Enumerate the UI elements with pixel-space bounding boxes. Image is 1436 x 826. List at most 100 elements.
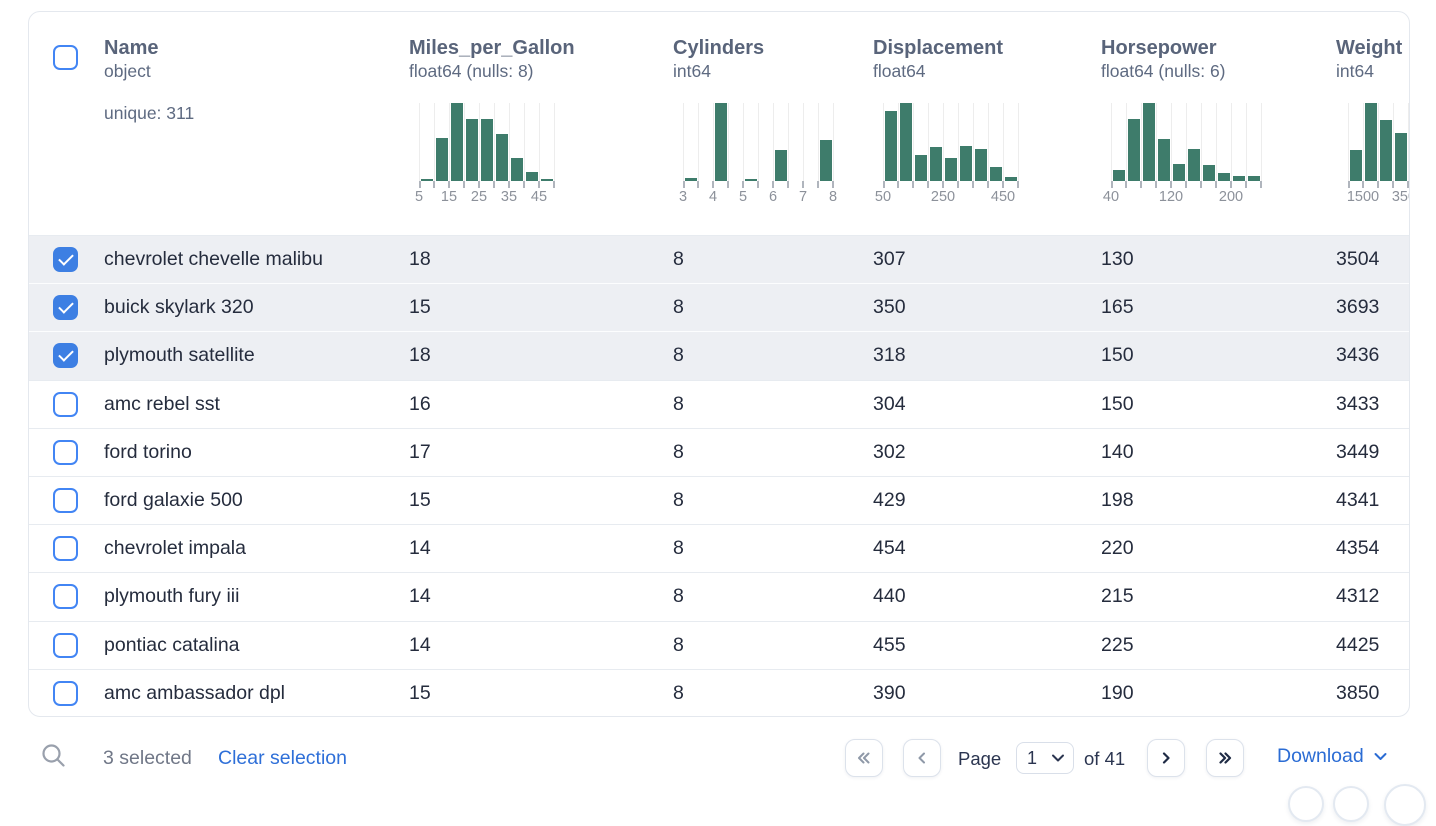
histogram-axis (683, 181, 834, 189)
table-row[interactable]: pontiac catalina 14 8 455 225 4425 (29, 620, 1409, 669)
row-checkbox[interactable] (53, 488, 78, 514)
axis-tick-label: 50 (874, 189, 892, 205)
axis-tick-mark (419, 181, 421, 188)
axis-tick-label: 200 (1218, 189, 1244, 205)
download-link[interactable]: Download (1277, 745, 1388, 768)
axis-tick-mark (553, 181, 555, 188)
histogram-bar (436, 138, 448, 181)
histogram-bar (1188, 149, 1200, 181)
histogram-bar (1380, 120, 1392, 181)
row-checkbox[interactable] (53, 295, 78, 321)
row-checkbox-cell (29, 284, 104, 331)
axis-tick-mark (883, 181, 885, 188)
fab-button[interactable] (1384, 784, 1426, 826)
column-type: float64 (nulls: 6) (1101, 61, 1226, 81)
row-checkbox[interactable] (53, 680, 78, 706)
table-row[interactable]: amc ambassador dpl 15 8 390 190 3850 (29, 668, 1409, 716)
row-checkbox[interactable] (53, 584, 78, 610)
cell-wt: 3433 (1336, 392, 1380, 415)
axis-tick-label: 1500 (1346, 189, 1380, 205)
prev-page-button[interactable] (903, 739, 941, 777)
axis-tick-mark (1377, 181, 1379, 188)
clear-selection-link[interactable]: Clear selection (218, 747, 347, 769)
cell-hp: 190 (1101, 681, 1134, 704)
column-title: Name (104, 37, 159, 59)
histogram-bar (1128, 118, 1140, 181)
row-checkbox[interactable] (53, 536, 78, 562)
next-page-button[interactable] (1147, 739, 1185, 777)
axis-tick-label: 15 (440, 189, 458, 205)
fab-button[interactable] (1333, 786, 1369, 822)
cell-cyl: 8 (673, 681, 684, 704)
row-checkbox[interactable] (53, 439, 78, 465)
column-type: int64 (673, 61, 711, 81)
axis-tick-mark (817, 181, 819, 188)
table-row[interactable]: plymouth satellite 18 8 318 150 3436 (29, 331, 1409, 380)
cell-cyl: 8 (673, 440, 684, 463)
cell-cyl: 8 (673, 392, 684, 415)
chevron-down-icon (1374, 753, 1387, 760)
cell-hp: 130 (1101, 248, 1134, 271)
column-title: Cylinders (673, 37, 765, 59)
column-title: Miles_per_Gallon (409, 37, 575, 59)
cell-hp: 215 (1101, 585, 1134, 608)
histogram-slot (958, 103, 973, 181)
histogram-bar (511, 157, 523, 181)
axis-tick-mark (523, 181, 525, 188)
column-histogram: 1500 3500 (1346, 103, 1409, 205)
histogram-slot (1111, 103, 1126, 181)
histogram-bar (820, 140, 832, 181)
histogram-slot (913, 103, 928, 181)
row-checkbox-cell (29, 236, 104, 283)
first-page-button[interactable] (845, 739, 883, 777)
last-page-button[interactable] (1206, 739, 1244, 777)
histogram-slot (988, 103, 1003, 181)
axis-tick-mark (1230, 181, 1232, 188)
row-checkbox[interactable] (53, 343, 78, 369)
histogram-slot (509, 103, 524, 181)
axis-tick-mark (1200, 181, 1202, 188)
axis-tick-label: 35 (500, 189, 518, 205)
cell-wt: 4341 (1336, 489, 1380, 512)
axis-tick-mark (1155, 181, 1157, 188)
row-checkbox[interactable] (53, 247, 78, 273)
histogram-slot (419, 103, 434, 181)
histogram-bars (419, 103, 555, 181)
search-icon[interactable] (40, 742, 68, 770)
selected-count: 3 selected (103, 747, 192, 769)
row-checkbox[interactable] (53, 632, 78, 658)
cell-disp: 390 (873, 681, 906, 704)
table-row[interactable]: chevrolet impala 14 8 454 220 4354 (29, 524, 1409, 572)
cell-name: buick skylark 320 (104, 296, 254, 319)
cell-cyl: 8 (673, 344, 684, 367)
table-row[interactable]: plymouth fury iii 14 8 440 215 4312 (29, 572, 1409, 620)
table-header: Name object unique: 311 Miles_per_Gallon flo… (29, 12, 1409, 235)
histogram-slot (1141, 103, 1156, 181)
table-row[interactable]: amc rebel sst 16 8 304 150 3433 (29, 379, 1409, 428)
column-header-disp: Displacement float64 50 250 450 (873, 12, 1101, 235)
download-label: Download (1277, 745, 1364, 767)
column-title: Displacement (873, 37, 1004, 59)
column-type: int64 (1336, 61, 1374, 81)
row-checkbox[interactable] (53, 391, 78, 417)
histogram-slot (1201, 103, 1216, 181)
axis-tick-mark (787, 181, 789, 188)
axis-tick-mark (1170, 181, 1172, 188)
page-total: of 41 (1084, 748, 1126, 769)
table-row[interactable]: ford galaxie 500 15 8 429 198 4341 (29, 475, 1409, 524)
row-checkbox-cell (29, 525, 104, 572)
histogram-slot (1171, 103, 1186, 181)
table-row[interactable]: ford torino 17 8 302 140 3449 (29, 427, 1409, 476)
histogram-bar (975, 149, 987, 181)
fab-button[interactable] (1288, 786, 1324, 822)
cell-name: ford torino (104, 440, 192, 463)
table-row[interactable]: chevrolet chevelle malibu 18 8 307 130 3504 (29, 235, 1409, 284)
select-all-checkbox[interactable] (53, 45, 78, 70)
axis-tick-mark (987, 181, 989, 188)
page-select[interactable]: 1 (1016, 742, 1074, 774)
cell-wt: 3449 (1336, 440, 1380, 463)
histogram-slot (1408, 103, 1409, 181)
table-row[interactable]: buick skylark 320 15 8 350 165 3693 (29, 283, 1409, 332)
axis-tick-mark (1140, 181, 1142, 188)
